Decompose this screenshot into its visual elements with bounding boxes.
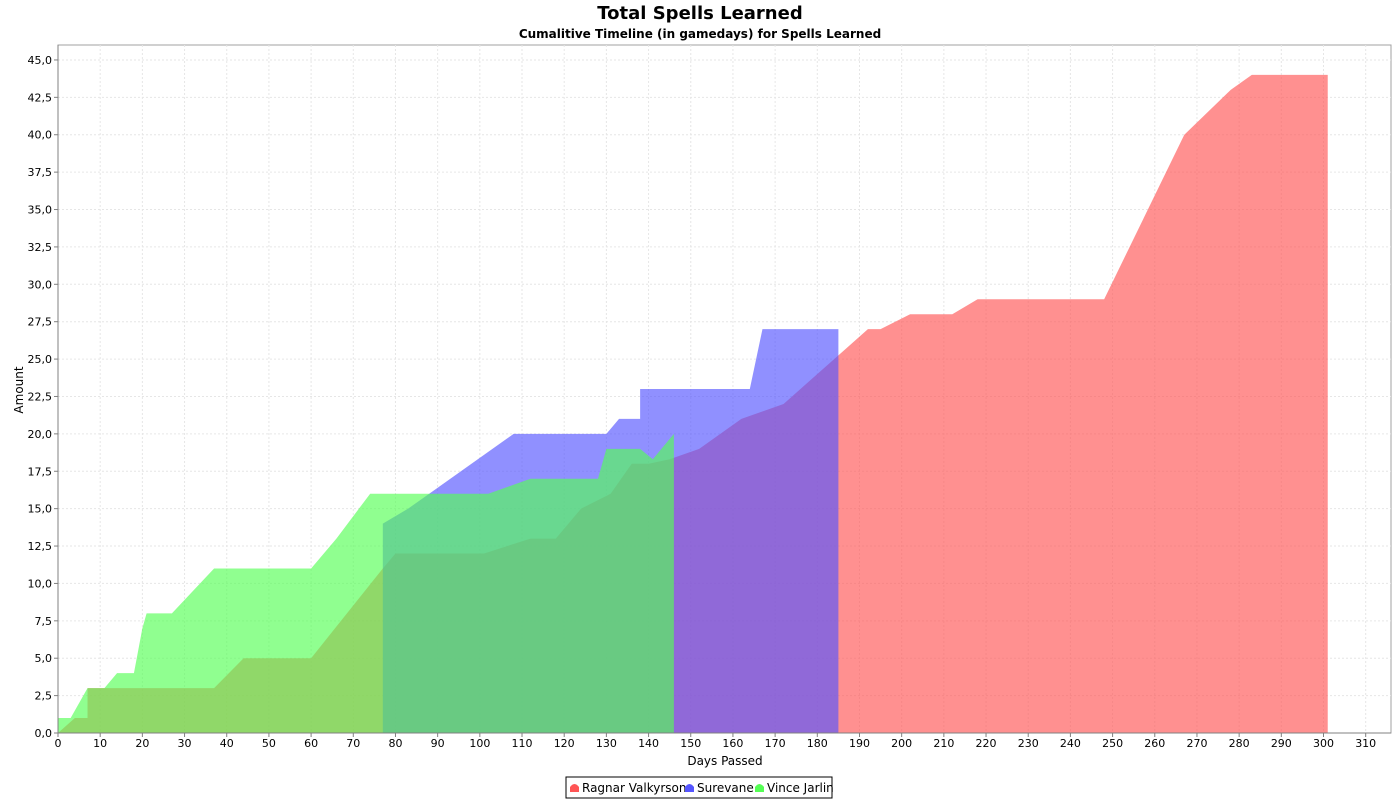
- legend-label: Vince Jarlin: [767, 781, 834, 795]
- y-tick-label: 2,5: [35, 690, 53, 703]
- x-tick-label: 0: [55, 737, 62, 750]
- y-tick-label: 35,0: [28, 204, 53, 217]
- y-tick-label: 32,5: [28, 241, 53, 254]
- legend-label: Ragnar Valkyrson: [582, 781, 686, 795]
- x-tick-label: 300: [1313, 737, 1334, 750]
- x-tick-label: 110: [512, 737, 533, 750]
- x-tick-label: 290: [1271, 737, 1292, 750]
- x-tick-label: 180: [807, 737, 828, 750]
- y-tick-label: 37,5: [28, 166, 53, 179]
- x-tick-label: 310: [1355, 737, 1376, 750]
- y-tick-label: 20,0: [28, 428, 53, 441]
- x-tick-label: 80: [388, 737, 402, 750]
- x-tick-label: 150: [680, 737, 701, 750]
- series-layer: [58, 74, 1328, 734]
- y-tick-label: 10,0: [28, 577, 53, 590]
- y-tick-label: 0,0: [35, 727, 53, 740]
- y-tick-label: 12,5: [28, 540, 53, 553]
- x-tick-label: 130: [596, 737, 617, 750]
- x-tick-label: 140: [638, 737, 659, 750]
- x-tick-label: 190: [849, 737, 870, 750]
- y-axis-title: Amount: [12, 366, 26, 413]
- y-tick-label: 30,0: [28, 278, 53, 291]
- x-tick-label: 100: [469, 737, 490, 750]
- x-tick-label: 280: [1229, 737, 1250, 750]
- x-tick-label: 20: [135, 737, 149, 750]
- y-axis: 0,0 2,5 5,0 7,5 10,0 12,5 15,0 17,5 20,0 22,5 25,0…: [28, 45, 59, 740]
- x-tick-label: 200: [891, 737, 912, 750]
- x-tick-label: 40: [220, 737, 234, 750]
- x-tick-label: 210: [933, 737, 954, 750]
- x-axis: 0 10 20 30 40 50 60 70 80 90 100 110 120 130 140 150 160…: [55, 732, 1391, 750]
- x-tick-label: 160: [722, 737, 743, 750]
- x-tick-label: 10: [93, 737, 107, 750]
- y-tick-label: 45,0: [28, 54, 53, 67]
- x-axis-title: Days Passed: [687, 754, 762, 768]
- x-tick-label: 70: [346, 737, 360, 750]
- x-tick-label: 230: [1018, 737, 1039, 750]
- series-area-1: [58, 74, 1328, 734]
- x-tick-label: 170: [765, 737, 786, 750]
- x-tick-label: 220: [976, 737, 997, 750]
- y-tick-label: 42,5: [28, 91, 53, 104]
- x-tick-label: 120: [554, 737, 575, 750]
- x-tick-label: 240: [1060, 737, 1081, 750]
- legend-label: Surevane: [697, 781, 754, 795]
- x-tick-label: 60: [304, 737, 318, 750]
- series-area-3: [58, 433, 674, 733]
- chart-subtitle: Cumalitive Timeline (in gamedays) for Sp…: [519, 27, 881, 41]
- y-tick-label: 22,5: [28, 390, 53, 403]
- chart-title: Total Spells Learned: [597, 3, 802, 24]
- legend-box: [565, 776, 833, 799]
- x-tick-label: 50: [262, 737, 276, 750]
- x-tick-label: 270: [1186, 737, 1207, 750]
- y-tick-label: 27,5: [28, 316, 53, 329]
- y-tick-label: 25,0: [28, 353, 53, 366]
- legend-swatch: [755, 784, 764, 792]
- legend: Ragnar Valkyrson Surevane Vince Jarlin: [565, 776, 834, 799]
- x-tick-label: 250: [1102, 737, 1123, 750]
- y-tick-label: 7,5: [35, 615, 53, 628]
- y-tick-label: 5,0: [35, 652, 53, 665]
- legend-swatch: [570, 784, 579, 792]
- x-tick-label: 90: [431, 737, 445, 750]
- x-tick-label: 260: [1144, 737, 1165, 750]
- legend-swatch: [685, 784, 694, 792]
- x-tick-label: 30: [178, 737, 192, 750]
- y-tick-label: 40,0: [28, 129, 53, 142]
- y-tick-label: 17,5: [28, 465, 53, 478]
- y-tick-label: 15,0: [28, 503, 53, 516]
